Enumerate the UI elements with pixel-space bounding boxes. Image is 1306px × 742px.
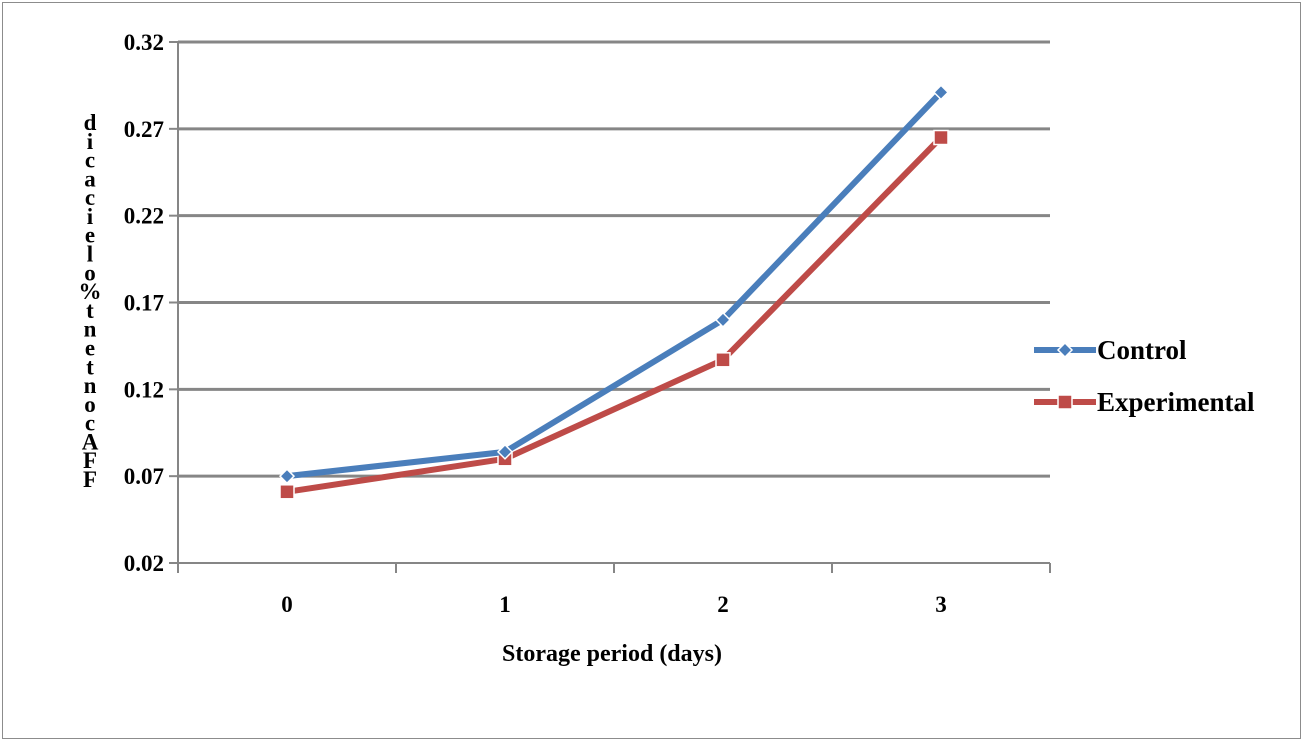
x-tick-label: 0 — [281, 592, 293, 617]
series-line — [286, 135, 944, 495]
y-axis-title-char: n — [84, 373, 97, 398]
data-point — [932, 84, 950, 101]
legend-swatch-marker — [1057, 394, 1073, 410]
x-tick-label: 1 — [499, 592, 511, 617]
y-axis-title-char: l — [87, 242, 93, 267]
series — [278, 84, 950, 500]
legend-label: Experimental — [1097, 387, 1255, 417]
data-point — [714, 311, 732, 328]
y-axis-title-char: % — [79, 279, 102, 304]
y-tick-label: 0.02 — [124, 551, 164, 576]
y-axis-title-char: i — [87, 129, 94, 154]
y-axis-title-char: d — [84, 110, 97, 135]
y-tick-label: 0.17 — [124, 291, 164, 316]
legend-swatch-marker — [1056, 341, 1074, 359]
y-axis-title-char: o — [84, 260, 96, 285]
y-axis-title-char: n — [84, 317, 97, 342]
y-axis-title-char: e — [85, 223, 95, 248]
series-control — [278, 84, 950, 485]
data-point — [496, 443, 514, 460]
y-axis-title-char: F — [83, 448, 97, 473]
y-tick-label: 0.22 — [124, 204, 164, 229]
x-tick-label: 3 — [935, 592, 947, 617]
legend-item-experimental: Experimental — [1034, 387, 1255, 417]
y-tick-label: 0.12 — [124, 377, 164, 402]
data-point — [278, 468, 296, 485]
legend: Control Experimental — [1034, 335, 1255, 417]
y-tick-label: 0.07 — [124, 464, 164, 489]
y-axis-title-char: e — [85, 335, 95, 360]
legend-item-control: Control — [1034, 335, 1187, 365]
y-axis-title-char: c — [85, 148, 95, 173]
y-axis-title-char: c — [85, 185, 95, 210]
gridlines — [178, 40, 1050, 478]
y-axis-title-char: F — [83, 467, 97, 492]
x-tick-label: 2 — [717, 592, 729, 617]
y-axis-title-char: i — [87, 204, 94, 229]
tick-labels: 0.02 0.07 0.12 0.17 0.22 0.27 0.32 0 1 2 3 — [124, 30, 947, 617]
y-axis-title-char: t — [86, 354, 94, 379]
x-axis-title: Storage period (days) — [502, 641, 722, 667]
data-point — [279, 484, 295, 500]
y-axis-title-char: c — [85, 411, 95, 436]
axes — [169, 41, 1051, 573]
legend-label: Control — [1097, 335, 1187, 365]
y-axis-title-char: o — [84, 392, 96, 417]
y-tick-label: 0.32 — [124, 30, 164, 55]
y-axis-title-char: A — [82, 429, 99, 454]
y-axis-title-char: a — [84, 166, 96, 191]
data-point — [933, 129, 949, 146]
series-line — [286, 90, 944, 480]
data-point — [715, 352, 731, 368]
y-tick-label: 0.27 — [124, 117, 164, 142]
y-axis-title-char: t — [86, 298, 94, 323]
